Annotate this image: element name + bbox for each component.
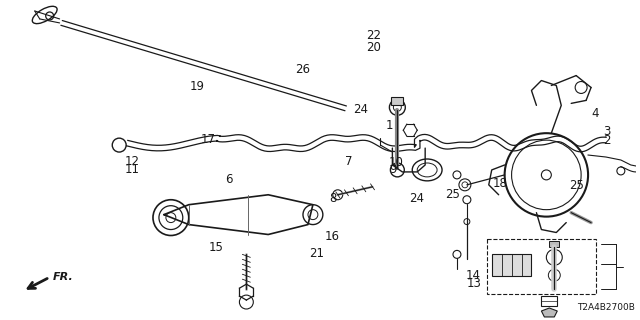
Text: 13: 13	[466, 277, 481, 291]
Text: T2A4B2700B: T2A4B2700B	[577, 302, 635, 312]
Text: 6: 6	[225, 172, 232, 186]
Text: 11: 11	[125, 163, 140, 176]
Text: 3: 3	[603, 125, 610, 138]
Text: 22: 22	[366, 29, 381, 42]
Text: 24: 24	[410, 192, 424, 205]
Text: 25: 25	[445, 188, 460, 202]
Text: 20: 20	[366, 41, 381, 54]
Bar	[392, 97, 403, 105]
Text: 16: 16	[324, 230, 339, 243]
Text: 25: 25	[569, 179, 584, 192]
Text: 9: 9	[389, 163, 397, 176]
Polygon shape	[541, 308, 557, 317]
Bar	[487, 239, 596, 294]
Text: 4: 4	[591, 108, 599, 120]
Text: 12: 12	[125, 155, 140, 168]
Text: FR.: FR.	[52, 272, 74, 282]
Text: 1: 1	[386, 118, 394, 132]
Text: 26: 26	[295, 63, 310, 76]
Text: 15: 15	[209, 241, 223, 254]
Text: 8: 8	[330, 192, 337, 205]
Bar	[541, 296, 557, 306]
Bar	[549, 242, 559, 247]
Text: 7: 7	[345, 155, 353, 168]
Text: 19: 19	[189, 80, 204, 93]
Text: 17: 17	[201, 133, 216, 146]
Text: 24: 24	[353, 103, 368, 116]
Text: 21: 21	[309, 247, 324, 260]
Text: 2: 2	[603, 134, 610, 148]
Text: 18: 18	[493, 177, 508, 190]
Text: 10: 10	[389, 156, 404, 169]
Bar	[492, 254, 531, 276]
Text: 14: 14	[466, 268, 481, 282]
